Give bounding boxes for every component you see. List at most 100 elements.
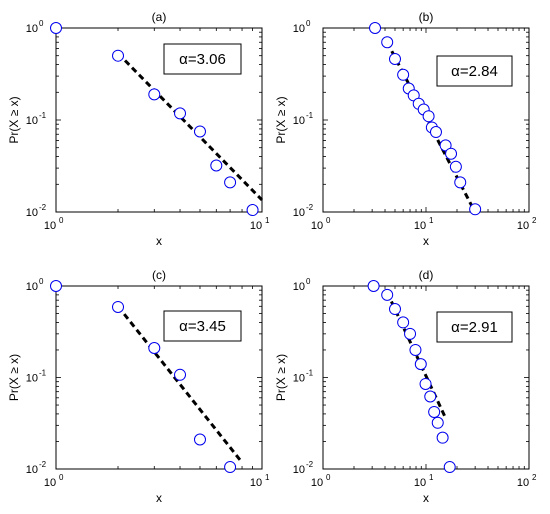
y-axis-label: Pr(X ≥ x) [274, 96, 288, 143]
alpha-box [436, 55, 513, 87]
x-tick-label-exponent: 1 [429, 473, 434, 482]
y-tick-label-exponent: -2 [39, 460, 47, 469]
y-tick-label-exponent: 0 [306, 277, 311, 286]
y-axis-label: Pr(X ≥ x) [7, 354, 21, 401]
data-point [381, 288, 394, 301]
x-tick-label-exponent: 2 [532, 473, 537, 482]
data-point [443, 461, 456, 474]
data-point [445, 147, 458, 160]
panel-a: 10 0 10 110 -210 -110 0 (a)xPr(X ≥ x)α=3.06 [7, 10, 270, 248]
y-tick-label: 10 [26, 281, 38, 293]
x-tick-label: 10 [250, 477, 262, 489]
data-point [428, 405, 441, 418]
x-tick-label: 10 [311, 477, 323, 489]
data-point [112, 300, 125, 313]
data-point [50, 22, 62, 34]
y-tick-label: 10 [293, 373, 305, 385]
y-tick-label: 10 [293, 23, 305, 35]
x-tick-label: 10 [44, 477, 56, 489]
data-point [424, 390, 437, 403]
x-tick-label-exponent: 1 [265, 473, 270, 482]
x-tick-label: 10 [517, 220, 529, 232]
data-point [193, 125, 206, 138]
data-point [174, 368, 187, 381]
panel-b: 10 0 10 1 10 210 -210 -110 0 (b)xPr(X ≥ x)α=2.84 [274, 10, 537, 248]
y-tick-label-exponent: 0 [39, 277, 44, 286]
data-point [439, 139, 452, 152]
data-point [50, 280, 62, 292]
data-point [148, 342, 161, 355]
fit-line [116, 305, 244, 464]
y-tick-label-exponent: -2 [39, 203, 47, 212]
data-point [148, 88, 161, 101]
alpha-label: α=2.84 [451, 63, 498, 80]
y-tick-label-exponent: 0 [306, 19, 311, 28]
y-tick-label: 10 [26, 115, 38, 127]
x-axis-label: x [156, 491, 162, 505]
data-point [210, 159, 223, 172]
y-tick-label-exponent: 0 [39, 19, 44, 28]
y-tick-label: 10 [293, 115, 305, 127]
data-point [174, 107, 187, 120]
data-point [414, 358, 427, 371]
x-tick-label: 10 [44, 220, 56, 232]
data-point [422, 110, 435, 123]
alpha-label: α=3.45 [179, 318, 226, 335]
y-axis-label: Pr(X ≥ x) [7, 96, 21, 143]
data-point [404, 327, 417, 340]
alpha-box [436, 311, 513, 343]
panel-title: (c) [152, 268, 166, 282]
data-point [397, 316, 410, 329]
y-tick-label: 10 [293, 281, 305, 293]
data-point [397, 68, 410, 81]
x-tick-label: 10 [250, 220, 262, 232]
y-tick-label: 10 [26, 207, 38, 219]
data-point [436, 431, 449, 444]
x-tick-label-exponent: 1 [265, 216, 270, 225]
panel-title: (a) [152, 10, 167, 24]
data-point [454, 176, 467, 189]
y-tick-label: 10 [26, 464, 38, 476]
y-tick-label: 10 [293, 464, 305, 476]
data-point [246, 204, 259, 217]
data-point [112, 49, 125, 62]
y-tick-label-exponent: -1 [306, 369, 314, 378]
data-point [469, 203, 482, 216]
data-point [431, 416, 444, 429]
data-point [429, 126, 442, 139]
data-point [224, 461, 237, 474]
y-tick-label-exponent: -1 [39, 111, 47, 120]
data-point [193, 433, 206, 446]
x-axis-label: x [423, 491, 429, 505]
fit-line [116, 52, 264, 202]
y-axis-label: Pr(X ≥ x) [274, 354, 288, 401]
data-point [369, 22, 382, 34]
y-tick-label: 10 [26, 23, 38, 35]
y-tick-label-exponent: -2 [306, 203, 314, 212]
panel-d: 10 0 10 1 10 210 -210 -110 0 (d)xPr(X ≥ x)α=2.91 [274, 268, 537, 505]
x-tick-label-exponent: 0 [59, 216, 64, 225]
x-tick-label: 10 [414, 220, 426, 232]
data-point [381, 36, 394, 49]
panel-c: 10 0 10 110 -210 -110 0 (c)xPr(X ≥ x)α=3.45 [7, 268, 270, 505]
x-tick-label-exponent: 1 [429, 216, 434, 225]
y-tick-label-exponent: -1 [39, 369, 47, 378]
y-tick-label-exponent: -1 [306, 111, 314, 120]
alpha-label: α=2.91 [451, 319, 498, 336]
x-tick-label-exponent: 2 [532, 216, 537, 225]
data-point [388, 53, 401, 66]
x-tick-label: 10 [517, 477, 529, 489]
data-point [367, 280, 380, 292]
panel-title: (d) [419, 268, 434, 282]
panel-title: (b) [419, 10, 434, 24]
data-point [449, 160, 462, 173]
x-axis-label: x [156, 234, 162, 248]
x-tick-label: 10 [311, 220, 323, 232]
data-point [224, 176, 237, 189]
data-point [419, 377, 432, 390]
y-tick-label: 10 [26, 373, 38, 385]
alpha-box [163, 43, 242, 75]
alpha-box [163, 310, 242, 342]
x-axis-label: x [423, 234, 429, 248]
